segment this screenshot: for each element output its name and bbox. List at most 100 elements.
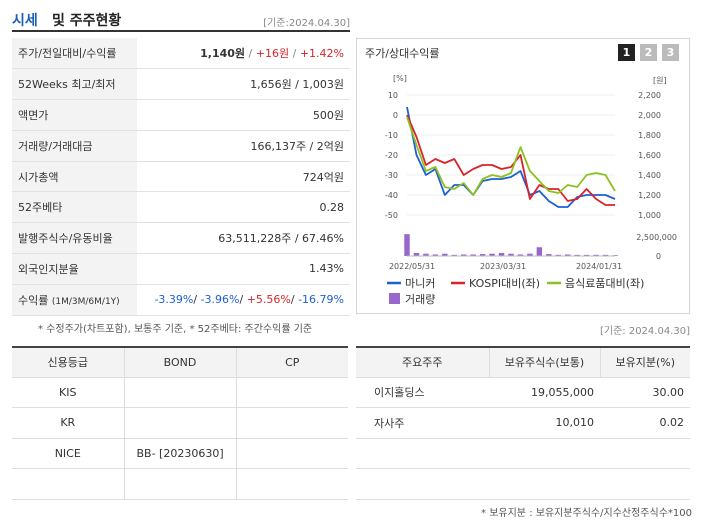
row-value: 0.28 bbox=[137, 191, 350, 224]
row-label: 시가총액 bbox=[12, 161, 137, 193]
volume-bar bbox=[536, 247, 543, 256]
table-row: 시가총액 724억원 bbox=[12, 161, 350, 193]
row-value: 1,140원 / +16원 / +1.42% bbox=[137, 38, 350, 70]
volume-bar bbox=[546, 254, 552, 256]
right-tick-label: 1,000 bbox=[638, 211, 661, 220]
right-tick-label: 1,400 bbox=[638, 171, 661, 180]
table-row: KR bbox=[12, 407, 348, 439]
price-chart: [%] [원] 10 0 -10 -20 -30 -40 -50 2,200 2,000 1,800 1… bbox=[385, 74, 677, 306]
right-axis-unit: [원] bbox=[653, 76, 667, 85]
x-tick-label: 2022/05/31 bbox=[389, 262, 435, 271]
volume-bar bbox=[593, 254, 599, 256]
row-value: 724억원 bbox=[137, 161, 350, 193]
volume-bar bbox=[498, 252, 505, 256]
legend-label: KOSPI대비(좌) bbox=[469, 277, 540, 290]
right-tick-label: 2,000 bbox=[638, 111, 661, 120]
left-tick-label: -10 bbox=[385, 131, 398, 140]
table-row: KIS bbox=[12, 377, 348, 408]
table-row: NICE BB- [20230630] bbox=[12, 438, 348, 469]
volume-bar bbox=[479, 254, 486, 256]
row-label: 외국인지분율 bbox=[12, 253, 137, 285]
cp-cell bbox=[235, 407, 348, 439]
holder-shares: 10,010 bbox=[489, 407, 600, 439]
right-tick-label: 2,200 bbox=[638, 91, 661, 100]
volume-bar bbox=[489, 253, 495, 256]
col-header: BOND bbox=[123, 347, 236, 378]
volume-bar bbox=[602, 254, 609, 256]
legend-label: 마니커 bbox=[405, 277, 435, 290]
row-label: 수익률 (1M/3M/6M/1Y) bbox=[12, 284, 137, 316]
right-tick-label: 1,200 bbox=[638, 191, 661, 200]
holder-name bbox=[356, 438, 489, 469]
volume-bar bbox=[442, 253, 448, 256]
bond-cell bbox=[123, 377, 236, 408]
table-row: 52Weeks 최고/최저 1,656원 / 1,003원 bbox=[12, 68, 350, 101]
volume-bar bbox=[565, 254, 571, 256]
return-1y: -16.79% bbox=[298, 293, 344, 307]
left-tick-label: -50 bbox=[385, 211, 398, 220]
holder-pct bbox=[600, 468, 690, 500]
table-row: 자사주 10,010 0.02 bbox=[356, 407, 690, 439]
row-label: 52Weeks 최고/최저 bbox=[12, 68, 137, 101]
row-label-sub: (1M/3M/6M/1Y) bbox=[51, 296, 120, 307]
holder-shares: 19,055,000 bbox=[489, 377, 600, 408]
agency-cell bbox=[12, 468, 124, 500]
row-value: -3.39%/ -3.96%/ +5.56%/ -16.79% bbox=[137, 284, 350, 316]
col-header: 신용등급 bbox=[12, 347, 124, 378]
table-row bbox=[356, 468, 690, 500]
row-label: 발행주식수/유동비율 bbox=[12, 222, 137, 255]
chart-page-2[interactable]: 2 bbox=[640, 44, 657, 61]
row-value: 1,656원 / 1,003원 bbox=[137, 68, 350, 101]
volume-bar bbox=[517, 254, 524, 256]
footnote-right: * 보유지분 : 보유지분주식수/지수산정주식수*100 bbox=[481, 508, 692, 519]
return-1m: -3.39% bbox=[154, 293, 194, 307]
credit-rating-table: 신용등급 BOND CP KIS KR NICE BB- [20230630] bbox=[12, 346, 348, 500]
price-rate: +1.42% bbox=[299, 47, 344, 61]
title-rest: 및 주주현황 bbox=[52, 13, 122, 29]
left-tick-label: -30 bbox=[385, 171, 398, 180]
holder-pct: 0.02 bbox=[600, 407, 690, 439]
chart-page-1[interactable]: 1 bbox=[618, 44, 635, 61]
holder-name: 자사주 bbox=[356, 407, 489, 439]
agency-cell: KR bbox=[12, 407, 124, 439]
cp-cell bbox=[235, 377, 348, 408]
table-row: 수익률 (1M/3M/6M/1Y) -3.39%/ -3.96%/ +5.56%… bbox=[12, 284, 350, 316]
volume-bar bbox=[432, 254, 439, 256]
chart-pager: 1 2 3 bbox=[618, 44, 679, 61]
row-value: 500원 bbox=[137, 99, 350, 131]
holder-shares bbox=[489, 438, 600, 469]
row-label: 주가/전일대비/수익률 bbox=[12, 38, 137, 70]
right-tick-label: 1,800 bbox=[638, 131, 661, 140]
left-tick-label: -20 bbox=[385, 151, 398, 160]
row-label: 액면가 bbox=[12, 99, 137, 131]
x-tick-label: 2023/03/31 bbox=[480, 262, 526, 271]
stock-info-table: 주가/전일대비/수익률 1,140원 / +16원 / +1.42% 52Wee… bbox=[12, 38, 350, 316]
row-value: 63,511,228주 / 67.46% bbox=[137, 222, 350, 255]
return-3m: -3.96% bbox=[200, 293, 240, 307]
series-line bbox=[406, 116, 616, 196]
chart-title: 주가/상대수익률 bbox=[365, 47, 440, 60]
legend-label: 음식료품대비(좌) bbox=[565, 277, 644, 290]
holder-pct: 30.00 bbox=[600, 377, 690, 408]
row-label: 52주베타 bbox=[12, 191, 137, 224]
left-tick-label: 10 bbox=[388, 91, 398, 100]
cp-cell bbox=[235, 438, 348, 469]
series-line bbox=[406, 114, 615, 206]
volume-bar bbox=[583, 254, 590, 256]
table-row: 주가/전일대비/수익률 1,140원 / +16원 / +1.42% bbox=[12, 38, 350, 70]
table-row: 외국인지분율 1.43% bbox=[12, 253, 350, 285]
col-header: 보유주식수(보통) bbox=[488, 347, 600, 378]
volume-bar bbox=[461, 254, 467, 256]
table-row: 52주베타 0.28 bbox=[12, 191, 350, 224]
left-tick-label: -40 bbox=[385, 191, 398, 200]
volume-bar bbox=[555, 254, 561, 256]
section-title: 시세 및 주주현황 [기준:2024.04.30] bbox=[12, 8, 350, 32]
title-accent: 시세 bbox=[12, 13, 38, 29]
volume-bar bbox=[451, 254, 457, 256]
chart-page-3[interactable]: 3 bbox=[662, 44, 679, 61]
table-row: 발행주식수/유동비율 63,511,228주 / 67.46% bbox=[12, 222, 350, 255]
left-tick-label: 0 bbox=[393, 111, 398, 120]
table-header-row: 주요주주 보유주식수(보통) 보유지분(%) bbox=[356, 347, 690, 378]
volume-bar bbox=[470, 254, 476, 256]
agency-cell: KIS bbox=[12, 377, 124, 408]
